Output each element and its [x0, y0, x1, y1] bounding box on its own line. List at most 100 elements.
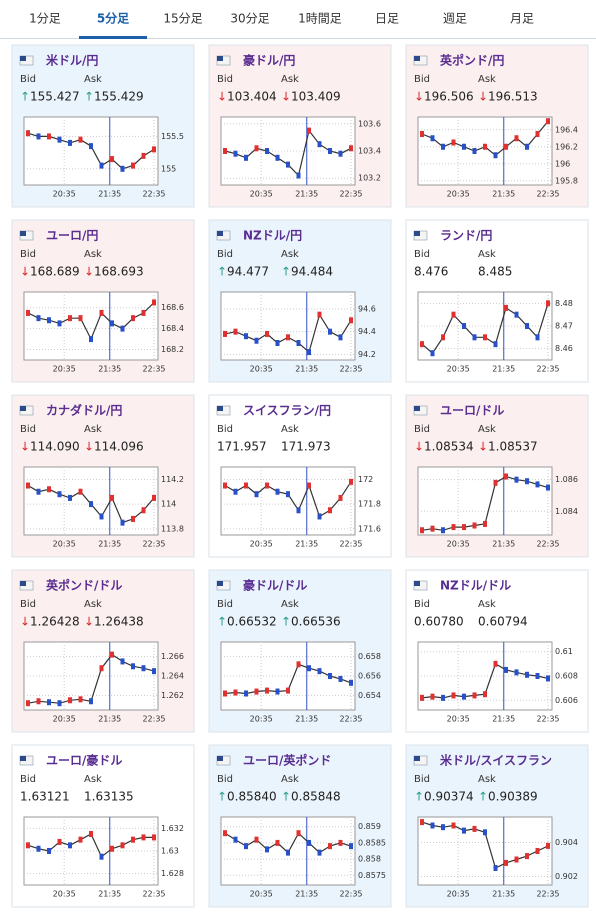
candle: [47, 133, 51, 140]
bid-label: Bid: [414, 249, 430, 260]
flag-icon-part: [217, 581, 223, 586]
tab[interactable]: 月足: [510, 12, 534, 26]
candle: [493, 341, 498, 348]
ask-value: 171.973: [281, 440, 331, 454]
candle: [99, 853, 104, 860]
tab[interactable]: 5分足: [97, 11, 129, 26]
bid-value: 1.08534: [424, 440, 474, 454]
candle: [317, 849, 322, 856]
x-tick-label: 21:35: [98, 365, 121, 374]
flag-icon-part: [217, 56, 223, 61]
candle: [535, 673, 540, 679]
candle: [286, 687, 290, 694]
pair-name[interactable]: ランド/円: [440, 229, 492, 243]
candle: [120, 658, 125, 665]
tab[interactable]: 1時間足: [298, 12, 342, 26]
candle: [430, 350, 435, 357]
candle: [286, 334, 290, 341]
pair-name[interactable]: 米ドル/スイスフラン: [440, 753, 552, 768]
candle: [99, 162, 104, 169]
tab[interactable]: 日足: [375, 12, 399, 26]
pair-name[interactable]: ユーロ/ドル: [440, 404, 504, 418]
candle: [89, 336, 93, 343]
tab[interactable]: 1分足: [29, 12, 61, 26]
candle: [493, 660, 498, 667]
y-tick-label: 103.4: [358, 147, 381, 156]
pair-name[interactable]: 豪ドル/円: [243, 53, 295, 68]
pair-name[interactable]: 豪ドル/ドル: [243, 578, 307, 593]
bid-arrow: ↓: [20, 615, 30, 629]
ask-label: Ask: [84, 249, 102, 260]
candle: [110, 845, 114, 852]
x-tick-label: 21:35: [492, 190, 515, 199]
candle: [328, 673, 332, 679]
pair-name[interactable]: ユーロ/英ポンド: [243, 753, 331, 768]
chart-frame: [417, 116, 553, 186]
ask-arrow: ↓: [84, 265, 94, 279]
tab[interactable]: 週足: [443, 12, 467, 26]
candle: [265, 687, 269, 694]
ask-value: 155.429: [94, 90, 144, 104]
candle: [296, 172, 301, 179]
candle: [441, 334, 445, 341]
y-tick-label: 114: [161, 500, 176, 509]
candle: [233, 488, 238, 495]
candle: [296, 661, 301, 668]
candle: [254, 145, 259, 152]
candle: [244, 482, 248, 489]
x-tick-label: 22:35: [536, 540, 559, 549]
candle: [451, 822, 456, 829]
pair-name[interactable]: 英ポンド/円: [440, 53, 504, 68]
bid-arrow: ↑: [414, 790, 424, 804]
ask-value: 1.26438: [94, 615, 144, 629]
candle: [525, 323, 529, 329]
y-tick-label: 171.6: [358, 524, 381, 533]
candle: [483, 829, 487, 836]
y-tick-label: 168.2: [161, 345, 184, 354]
candle: [441, 694, 445, 701]
candle: [296, 340, 301, 346]
pair-name[interactable]: スイスフラン/円: [243, 404, 331, 418]
candle: [89, 143, 93, 150]
x-tick-label: 20:35: [250, 715, 273, 724]
candle: [244, 690, 248, 697]
candle: [244, 843, 248, 850]
candle: [420, 527, 424, 534]
pair-name[interactable]: カナダドル/円: [46, 403, 122, 418]
ask-value: 0.66536: [291, 615, 341, 629]
y-tick-label: 8.46: [555, 344, 573, 353]
candle: [131, 515, 135, 522]
candle: [89, 698, 93, 705]
candle: [223, 148, 227, 154]
pair-name[interactable]: 米ドル/円: [46, 53, 98, 68]
candle: [78, 488, 83, 495]
pair-name[interactable]: 英ポンド/ドル: [46, 578, 122, 593]
flag-icon-part: [217, 406, 223, 411]
pair-name[interactable]: NZドル/ドル: [440, 579, 511, 593]
candle: [152, 494, 156, 501]
candle: [120, 325, 125, 332]
bid-value: 171.957: [217, 440, 267, 454]
candle: [99, 665, 104, 672]
candle: [131, 836, 135, 843]
pair-name[interactable]: ユーロ/円: [46, 229, 98, 243]
y-tick-label: 0.608: [555, 672, 578, 681]
candle: [525, 143, 529, 150]
ask-label: Ask: [281, 74, 299, 85]
tab[interactable]: 15分足: [163, 12, 202, 26]
candle: [472, 692, 477, 699]
candle: [472, 522, 477, 529]
y-tick-label: 94.6: [358, 305, 376, 314]
pair-name[interactable]: NZドル/円: [243, 229, 302, 243]
candle: [233, 689, 238, 696]
ask-arrow: ↓: [84, 440, 94, 454]
y-tick-label: 1.262: [161, 691, 184, 700]
tab[interactable]: 30分足: [230, 12, 269, 26]
y-tick-label: 1.086: [555, 475, 578, 484]
candle: [328, 148, 332, 154]
candle: [68, 315, 72, 322]
pair-name[interactable]: ユーロ/豪ドル: [46, 753, 122, 768]
x-tick-label: 22:35: [142, 190, 165, 199]
x-tick-label: 21:35: [98, 190, 121, 199]
candle: [141, 152, 146, 159]
